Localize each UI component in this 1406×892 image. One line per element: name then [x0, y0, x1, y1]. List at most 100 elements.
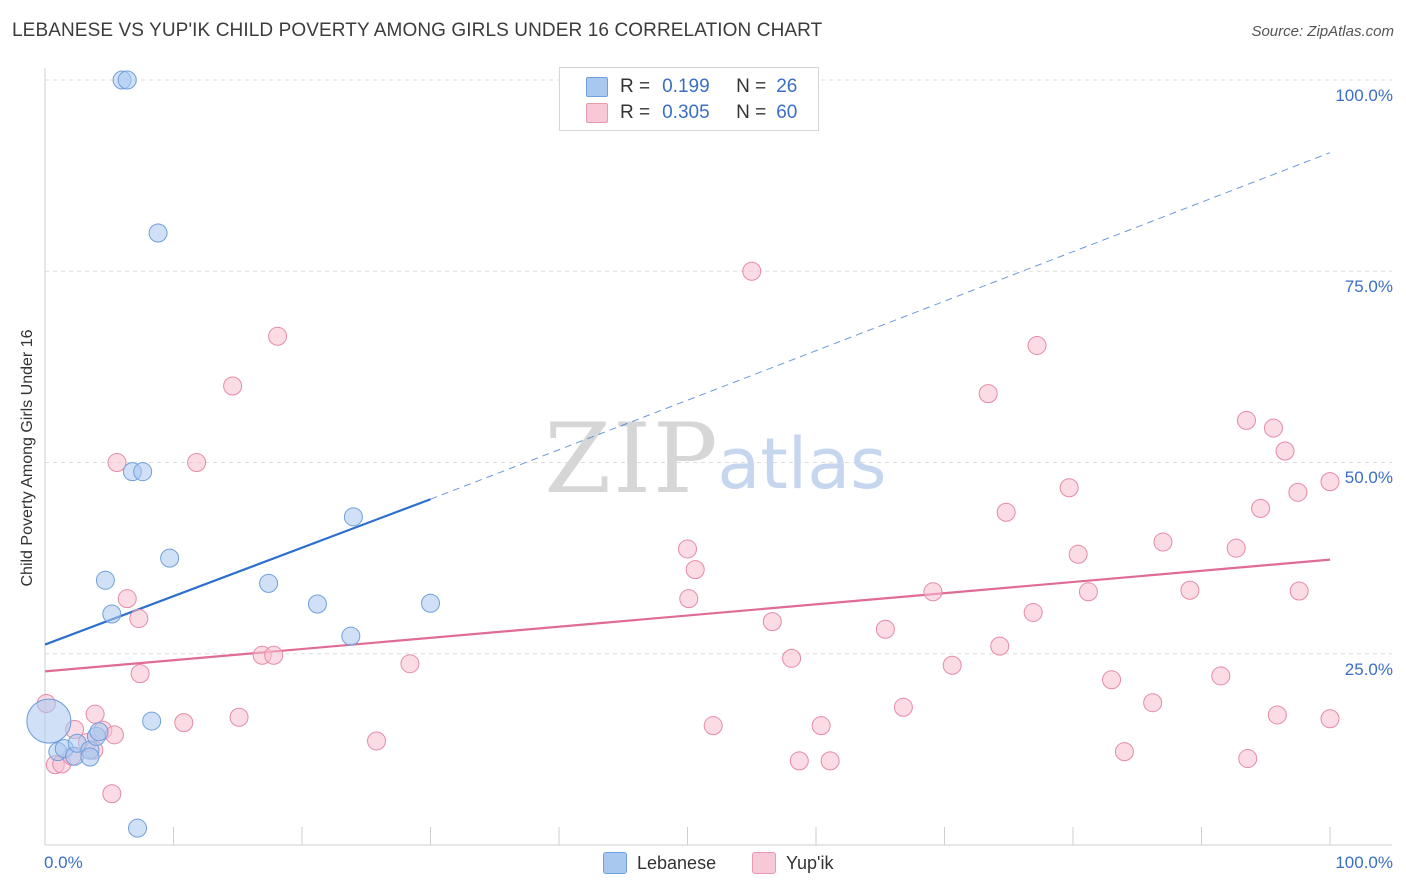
data-point-yupik	[742, 261, 762, 281]
data-point-yupik	[685, 560, 705, 580]
data-point-lebanese	[128, 818, 148, 838]
data-point-yupik	[782, 648, 802, 668]
data-point-yupik	[942, 655, 962, 675]
x-tick-label-min: 0.0%	[44, 853, 83, 872]
data-point-yupik	[174, 713, 194, 733]
data-point-yupik	[1114, 742, 1134, 762]
legend-r-label: R =	[620, 76, 651, 97]
series-legend-yupik[interactable]: Yup'ik	[752, 852, 833, 874]
data-point-yupik	[820, 751, 840, 771]
y-tick-label-100: 100.0%	[1335, 86, 1393, 105]
data-point-yupik	[102, 784, 122, 804]
series-legend-lebanese[interactable]: Lebanese	[603, 852, 716, 874]
data-point-lebanese	[259, 573, 279, 593]
data-point-yupik	[400, 654, 420, 674]
data-point-yupik	[1320, 472, 1340, 492]
legend-n-label: N =	[736, 102, 767, 123]
data-point-yupik	[367, 731, 387, 751]
data-point-yupik	[1236, 410, 1256, 430]
data-point-yupik	[875, 619, 895, 639]
chart-title: LEBANESE VS YUP'IK CHILD POVERTY AMONG G…	[12, 20, 823, 41]
watermark-zip: ZIP	[544, 403, 719, 515]
data-point-yupik	[1143, 693, 1163, 713]
data-point-yupik	[1289, 581, 1309, 601]
data-point-yupik	[978, 384, 998, 404]
y-tick-label-50: 50.0%	[1344, 468, 1393, 487]
legend-n-value: 60	[776, 102, 798, 123]
watermark: ZIP atlas	[544, 403, 886, 515]
data-point-yupik	[703, 716, 723, 736]
legend-r-value: 0.199	[662, 76, 710, 97]
legend-swatch-yupik	[586, 103, 608, 123]
data-point-lebanese	[142, 711, 162, 731]
data-point-yupik	[1211, 666, 1231, 686]
data-point-yupik	[129, 609, 149, 629]
data-point-yupik	[268, 326, 288, 346]
series-legend: Lebanese Yup'ik	[0, 852, 1406, 876]
data-point-yupik	[923, 582, 943, 602]
data-point-yupik	[1263, 418, 1283, 438]
data-point-lebanese	[343, 507, 363, 527]
data-point-lebanese	[421, 593, 440, 613]
data-point-yupik	[893, 697, 913, 717]
data-point-yupik	[678, 539, 697, 559]
x-tick-label-max: 100.0%	[1335, 853, 1393, 872]
data-point-lebanese	[117, 70, 137, 90]
data-point-yupik	[1288, 482, 1308, 502]
series-legend-label: Lebanese	[637, 852, 717, 873]
data-point-yupik	[1251, 498, 1271, 518]
data-point-yupik	[1068, 544, 1088, 564]
data-point-lebanese	[26, 698, 72, 744]
data-point-yupik	[1153, 532, 1173, 552]
legend-r-value: 0.305	[662, 102, 710, 123]
data-point-yupik	[229, 707, 249, 727]
legend-row-yupik: R = 0.305 N = 60	[586, 101, 797, 125]
data-point-yupik	[85, 704, 105, 724]
data-point-yupik	[996, 502, 1016, 522]
trend-line-lebanese-extension	[430, 152, 1331, 500]
y-tick-label-75: 75.0%	[1344, 277, 1393, 296]
legend-row-lebanese: R = 0.199 N = 26	[586, 75, 797, 99]
data-point-lebanese	[80, 747, 100, 767]
data-point-yupik	[990, 636, 1010, 656]
trend-line-yupik	[44, 558, 1331, 673]
data-point-yupik	[1320, 709, 1340, 729]
data-point-lebanese	[160, 548, 180, 568]
data-point-yupik	[1238, 749, 1258, 769]
legend-r-label: R =	[620, 102, 651, 123]
points-layer	[26, 70, 1340, 838]
data-point-yupik	[679, 589, 699, 609]
data-point-yupik	[1267, 705, 1287, 725]
chart-source: Source: ZipAtlas.com	[1251, 23, 1394, 40]
data-point-yupik	[789, 751, 809, 771]
data-point-yupik	[1180, 580, 1200, 600]
data-point-yupik	[130, 664, 150, 684]
stats-legend: R = 0.199 N = 26 R = 0.305 N = 60	[559, 67, 819, 131]
data-point-yupik	[117, 589, 137, 609]
watermark-atlas: atlas	[717, 423, 886, 505]
legend-n-label: N =	[736, 76, 767, 97]
data-point-yupik	[762, 612, 782, 632]
y-tick-label-25: 25.0%	[1344, 660, 1393, 679]
data-point-yupik	[1023, 602, 1043, 622]
data-point-yupik	[1059, 478, 1079, 498]
data-point-lebanese	[102, 604, 122, 624]
data-point-lebanese	[341, 626, 361, 646]
data-point-lebanese	[148, 223, 168, 243]
data-point-yupik	[107, 453, 127, 472]
data-point-yupik	[1102, 670, 1122, 690]
data-point-yupik	[1078, 582, 1098, 602]
data-point-yupik	[811, 716, 831, 736]
data-point-lebanese	[95, 570, 115, 590]
data-point-lebanese	[307, 594, 327, 614]
legend-swatch-lebanese	[586, 77, 608, 97]
data-point-yupik	[187, 453, 207, 472]
data-point-lebanese	[133, 462, 153, 482]
series-legend-label: Yup'ik	[786, 852, 834, 873]
data-point-yupik	[1027, 335, 1047, 355]
data-point-lebanese	[89, 722, 109, 742]
legend-n-value: 26	[776, 76, 798, 97]
data-point-yupik	[264, 645, 284, 665]
data-point-yupik	[223, 376, 243, 396]
